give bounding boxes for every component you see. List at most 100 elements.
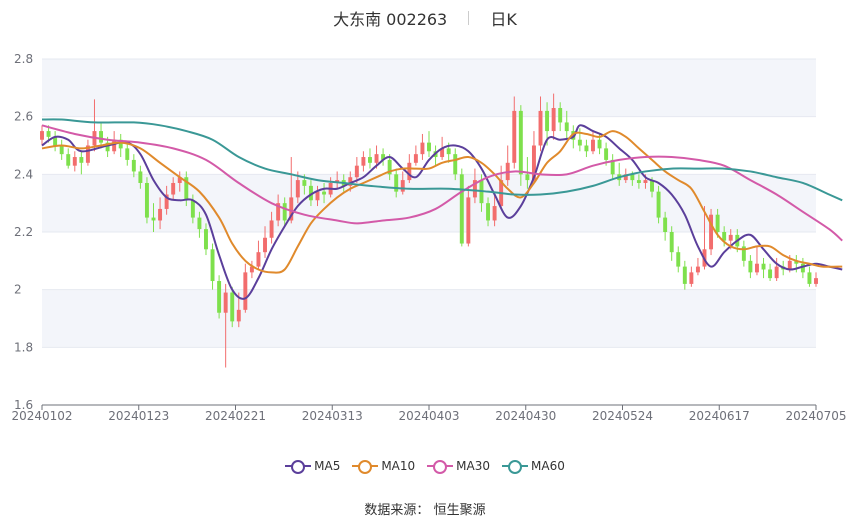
candle-body [125,148,130,160]
candle-body [381,154,386,160]
grid [42,58,816,406]
ma-line-ma60 [41,118,843,202]
candle-body [210,249,215,282]
candle-body [722,232,727,241]
candle-body [171,182,176,195]
candle-body [636,180,641,183]
candle-body [197,217,202,230]
legend-item-ma5[interactable]: MA5 [285,458,341,474]
candle-body [630,174,635,181]
candle-body [650,180,654,192]
source-value: 恒生聚源 [433,503,486,518]
candle-body [322,191,327,195]
legend-marker-icon [427,459,454,474]
candle-body [492,206,497,221]
y-tick-label: 2.2 [14,225,33,239]
legend-label: MA10 [381,458,416,473]
legend-item-ma60[interactable]: MA60 [502,458,565,474]
x-tick-label: 20240123 [108,409,169,423]
candle-body [564,122,569,132]
x-axis: 20240102 20240123 20240221 20240313 20240403… [11,404,847,423]
candle-body [374,154,379,163]
grid-band [42,289,816,348]
x-tick-label: 20240313 [302,409,363,423]
candle-body [256,252,261,267]
candle-body [131,159,136,172]
candle-body [689,272,694,284]
title-separator [468,11,470,25]
candle-body [807,272,812,284]
legend-marker-icon [352,459,379,474]
data-source: 数据来源： 恒生聚源 [0,499,850,518]
candle-body [53,136,58,146]
chart-title: 大东南 002263 日K [0,6,850,29]
legend-marker-icon [285,459,312,474]
candle-body [243,272,248,310]
candle-body [597,139,602,149]
candle-body [571,131,576,140]
candle-body [741,246,746,261]
candle-body [643,180,648,183]
candle-body [151,217,156,221]
candle-body [466,197,471,244]
candle-body [420,142,425,155]
candle-body [551,108,556,132]
candle-body [184,177,189,201]
legend-item-ma10[interactable]: MA10 [352,458,416,474]
candle-body [518,110,523,175]
candle-body [407,162,412,181]
candle-body [361,157,366,166]
candle-body [99,131,104,143]
y-tick-label: 2 [14,283,22,297]
candle-body [656,191,661,218]
grid-band [42,59,816,117]
candle-body [538,110,543,146]
ma-line-ma10 [41,130,843,274]
candle-body [531,145,536,181]
candle-body [302,180,307,186]
candle-body [144,182,149,218]
candle-body [230,292,235,322]
x-tick-label: 20240617 [689,409,750,423]
candle-body [249,266,254,273]
candle-body [308,185,313,201]
candle-body [453,154,458,175]
y-tick-label: 2.6 [14,110,33,124]
candle-body [558,108,563,123]
candle-body [512,110,517,163]
y-axis-labels: 1.6 1.8 2 2.2 2.4 2.6 2.8 [14,52,33,412]
candle-body [164,194,169,209]
candle-body [59,145,64,155]
candle-body [105,142,110,152]
candle-body [794,260,799,264]
candle-body [459,174,464,244]
legend-item-ma30[interactable]: MA30 [427,458,490,474]
candle-body [525,174,530,181]
candle-body [400,180,405,192]
candle-body [446,148,451,155]
candles [40,93,818,368]
ma-line-ma30 [41,124,843,242]
legend-label: MA60 [531,458,565,473]
candle-body [348,177,353,186]
candle-body [591,139,595,152]
candle-body [754,263,759,273]
candle-body [695,266,700,273]
x-tick-label: 20240403 [398,409,459,423]
legend-label: MA5 [314,458,341,473]
stock-name: 大东南 002263 [333,10,448,29]
kline-chart[interactable]: 1.61.822.22.42.62.8 20240102 20240123 2024… [0,0,850,445]
candle-body [354,165,359,178]
candle-body [367,157,372,163]
candle-body [761,263,766,270]
candle-body [112,139,117,152]
period-label[interactable]: 日K [490,10,517,29]
candle-body [40,131,44,140]
candle-body [263,237,267,253]
y-tick-label: 2.8 [14,52,33,66]
candle-body [177,177,182,183]
candle-body [72,157,77,166]
candle-body [394,174,399,192]
candle-body [204,229,208,250]
